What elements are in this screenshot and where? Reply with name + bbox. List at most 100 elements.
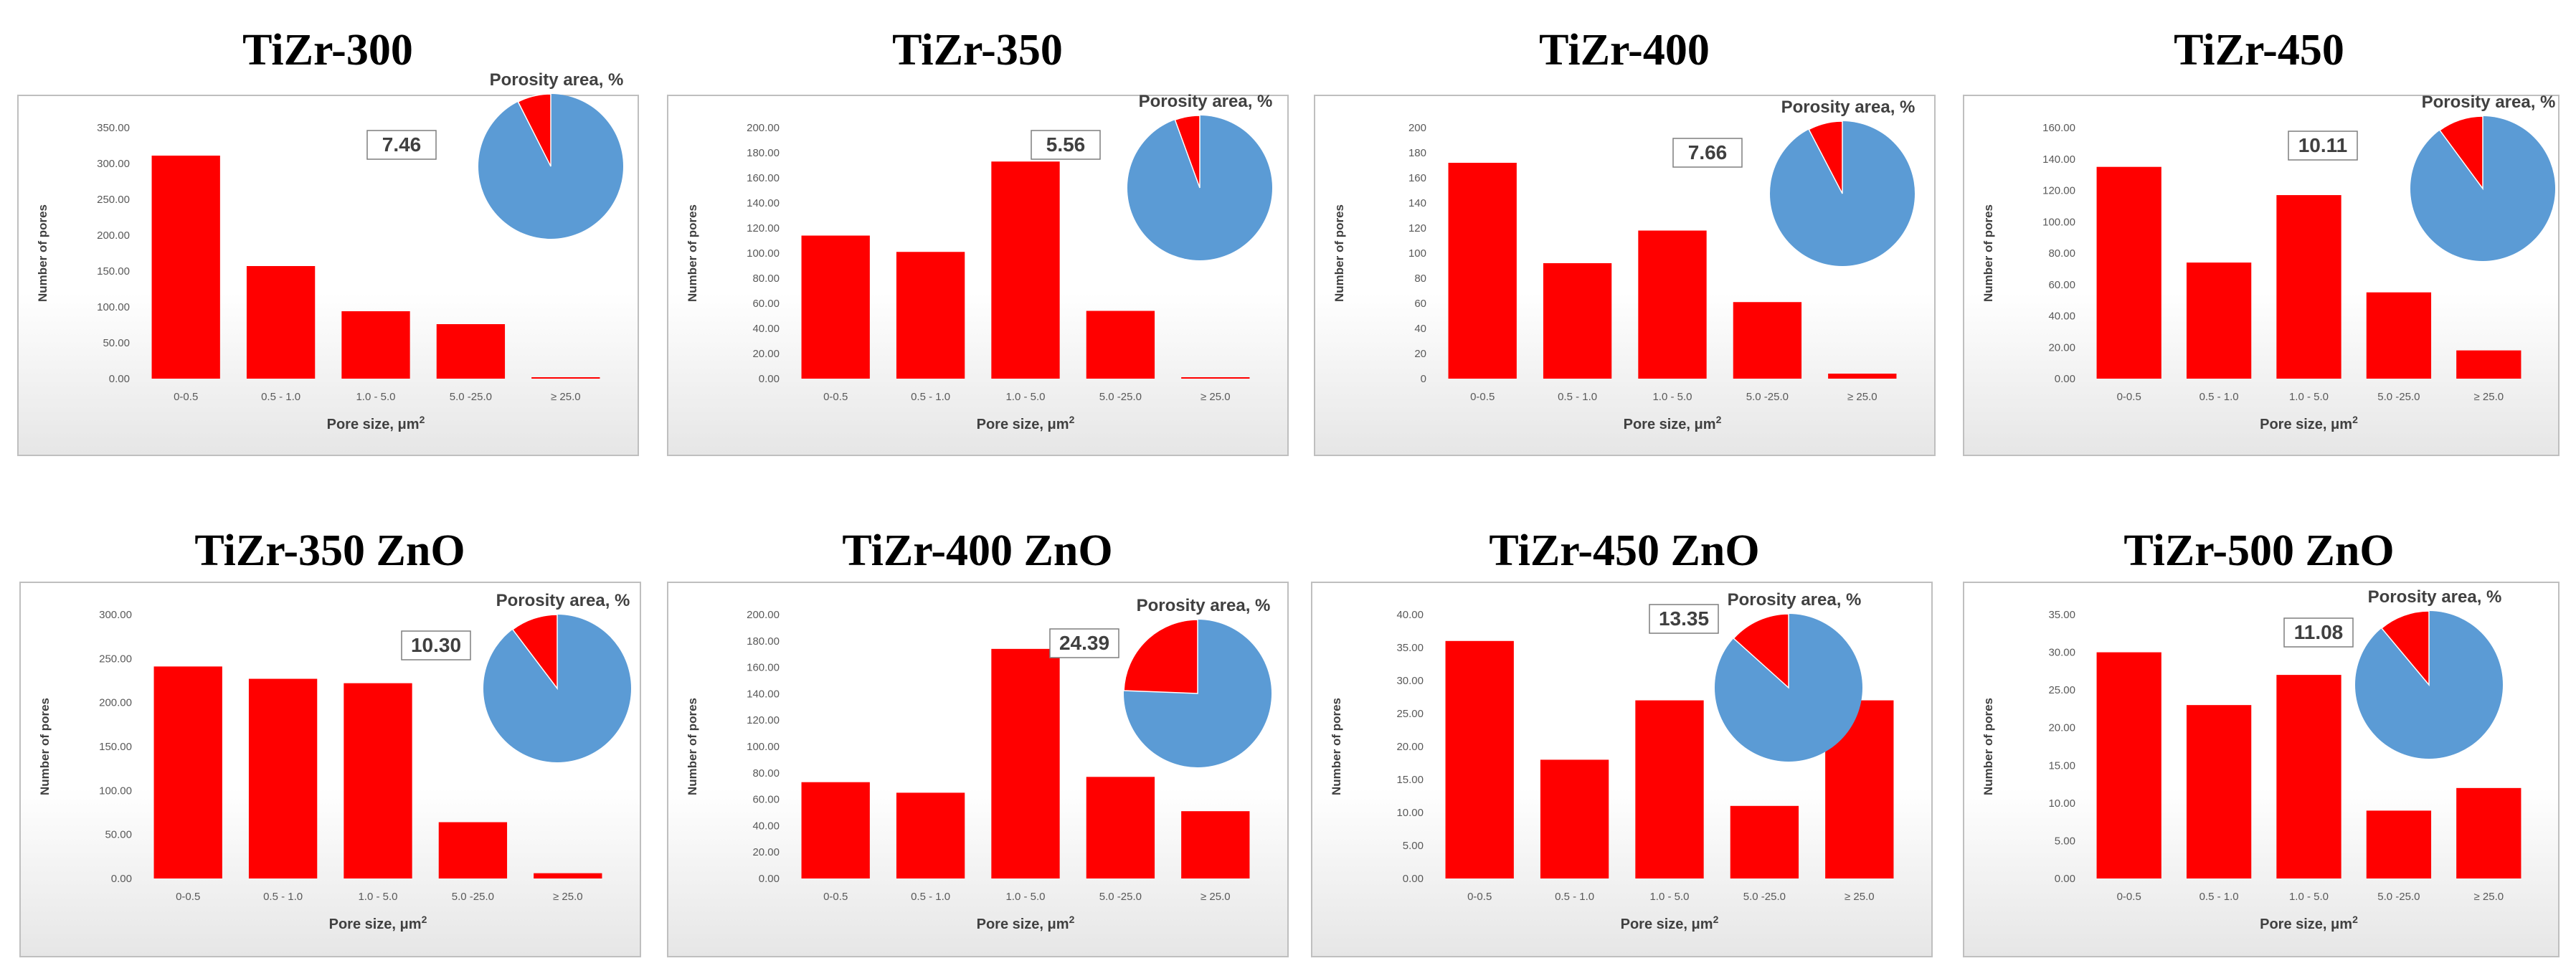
y-tick-label: 40.00 <box>752 323 780 335</box>
y-tick-label: 0 <box>1421 373 1426 385</box>
pie-title: Porosity area, % <box>1781 98 1916 117</box>
y-tick-label: 150.00 <box>97 265 130 278</box>
y-tick-label: 120 <box>1408 222 1426 235</box>
bar-3 <box>2276 195 2341 379</box>
y-axis-label: Number of pores <box>686 204 699 302</box>
y-tick-label: 10.00 <box>2048 797 2075 810</box>
porosity-value: 10.11 <box>2298 134 2348 156</box>
pie-title: Porosity area, % <box>1137 596 1271 615</box>
pie-title: Porosity area, % <box>2368 587 2502 607</box>
x-tick-label: 0.5 - 1.0 <box>1558 391 1597 403</box>
bar-3 <box>991 161 1060 379</box>
y-tick-label: 100.00 <box>97 301 130 313</box>
porosity-pie: Porosity area, % 7.66 <box>1672 98 1916 266</box>
y-axis-label: Number of pores <box>686 698 699 795</box>
x-axis-label-main: Pore size, μm <box>977 417 1069 432</box>
y-tick-label: 50.00 <box>103 337 130 349</box>
y-tick-label: 80 <box>1414 273 1426 285</box>
pie-title: Porosity area, % <box>490 70 624 90</box>
chart-title: TiZr-300 <box>242 26 413 75</box>
porosity-pie: Porosity area, % 13.35 <box>1649 590 1862 762</box>
y-tick-label: 60 <box>1414 298 1426 310</box>
y-tick-label: 60.00 <box>2048 279 2075 291</box>
y-tick-label: 25.00 <box>1396 708 1424 720</box>
y-tick-label: 0.00 <box>111 873 132 885</box>
bar-4 <box>436 324 506 379</box>
y-tick-label: 200.00 <box>99 697 132 709</box>
bar-4 <box>2366 292 2432 379</box>
pie-slice-porosity <box>1123 619 1198 694</box>
bar-1 <box>2096 166 2161 379</box>
bar-4 <box>1086 777 1155 878</box>
x-tick-label: ≥ 25.0 <box>1201 391 1231 403</box>
x-tick-label: ≥ 25.0 <box>1201 891 1231 903</box>
x-axis-label: Pore size, μm2 <box>977 414 1075 432</box>
chart-title: TiZr-450 ZnO <box>1489 526 1759 575</box>
y-tick-label: 0.00 <box>759 373 780 385</box>
y-tick-label: 20.00 <box>752 348 780 360</box>
y-tick-label: 0.00 <box>1403 873 1424 885</box>
x-tick-label: 1.0 - 5.0 <box>1652 391 1692 403</box>
y-tick-label: 200.00 <box>747 122 780 134</box>
y-tick-label: 40 <box>1414 323 1426 335</box>
x-tick-label: 0-0.5 <box>2117 391 2141 403</box>
pie-title: Porosity area, % <box>1139 92 1273 111</box>
y-tick-label: 160.00 <box>747 662 780 674</box>
pie-slice-porosity <box>1174 115 1201 189</box>
bar-5 <box>2456 350 2521 379</box>
x-tick-label: 1.0 - 5.0 <box>358 891 397 903</box>
x-tick-label: ≥ 25.0 <box>553 891 583 903</box>
y-tick-label: 160 <box>1408 172 1426 184</box>
bar-3 <box>1638 230 1707 379</box>
x-axis-label-main: Pore size, μm <box>2260 916 2352 932</box>
y-axis-label: Number of pores <box>1981 698 1995 795</box>
porosity-value-box <box>1672 138 1743 168</box>
chart-title: TiZr-400 <box>1539 26 1710 75</box>
y-tick-label: 80.00 <box>2048 247 2075 260</box>
y-tick-label: 160.00 <box>747 172 780 184</box>
y-tick-label: 140 <box>1408 197 1426 209</box>
x-tick-label: 5.0 -25.0 <box>2377 891 2420 903</box>
y-axis-label: Number of pores <box>36 204 49 302</box>
x-axis-label: Pore size, μm2 <box>327 414 425 432</box>
x-axis-label-sup: 2 <box>422 914 427 925</box>
x-axis-label-sup: 2 <box>1713 914 1719 925</box>
x-tick-label: 5.0 -25.0 <box>1099 891 1142 903</box>
x-axis-label: Pore size, μm2 <box>1624 414 1722 432</box>
x-tick-label: 1.0 - 5.0 <box>1649 891 1689 903</box>
bar-2 <box>248 678 318 878</box>
x-tick-label: ≥ 25.0 <box>551 391 581 403</box>
x-tick-label: 5.0 -25.0 <box>1099 391 1142 403</box>
y-axis-label: Number of pores <box>1981 204 1995 302</box>
bar-5 <box>1181 377 1250 379</box>
y-tick-label: 0.00 <box>109 373 130 385</box>
x-axis-label-main: Pore size, μm <box>327 417 420 432</box>
y-tick-label: 40.00 <box>752 820 780 832</box>
y-tick-label: 120.00 <box>2042 185 2075 197</box>
y-tick-label: 80.00 <box>752 273 780 285</box>
x-tick-label: ≥ 25.0 <box>2473 891 2504 903</box>
x-tick-label: 0.5 - 1.0 <box>2199 891 2239 903</box>
y-axis-label: Number of pores <box>38 698 52 795</box>
chart-panel-8: TiZr-500 ZnO 0.00 5.00 10.00 15.00 20.00 25.00… <box>1963 526 2560 957</box>
bar-2 <box>1543 263 1612 379</box>
y-tick-label: 200 <box>1408 122 1426 134</box>
x-tick-label: 0-0.5 <box>176 891 200 903</box>
bar-2 <box>1540 759 1609 878</box>
bar-3 <box>344 683 412 878</box>
porosity-value-box <box>2283 617 2354 648</box>
y-tick-label: 5.00 <box>2055 835 2075 847</box>
x-tick-label: 0-0.5 <box>174 391 198 403</box>
chart-title: TiZr-400 ZnO <box>842 526 1112 575</box>
x-tick-label: 1.0 - 5.0 <box>2289 391 2329 403</box>
chart-panel-2: TiZr-350 0.00 20.00 40.00 60.00 80.00 100.00 12… <box>667 26 1289 456</box>
porosity-pie: Porosity area, % 5.56 <box>1031 92 1272 260</box>
y-tick-label: 300.00 <box>97 158 130 170</box>
x-tick-label: 0-0.5 <box>823 891 848 903</box>
y-tick-label: 140.00 <box>747 197 780 209</box>
y-tick-label: 15.00 <box>1396 774 1424 786</box>
porosity-value: 13.35 <box>1659 607 1709 630</box>
chart-title: TiZr-500 ZnO <box>2123 526 2394 575</box>
y-tick-label: 100.00 <box>99 785 132 797</box>
